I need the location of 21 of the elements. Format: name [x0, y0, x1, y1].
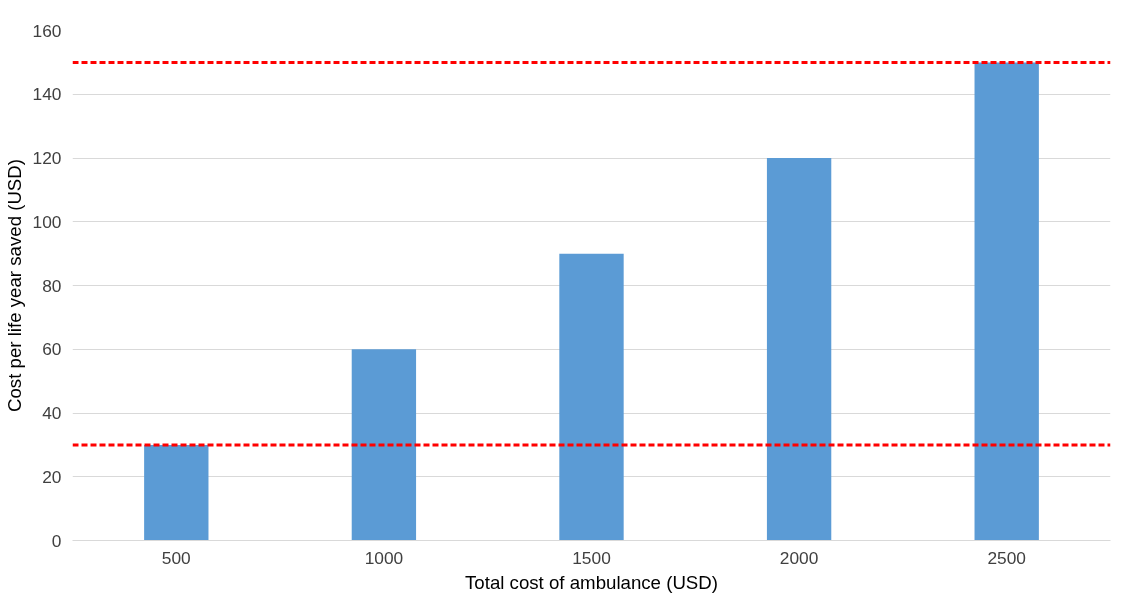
bar: [766, 158, 832, 541]
bar: [559, 253, 624, 541]
y-tick-label: 60: [42, 339, 62, 360]
y-tick-label: 20: [42, 466, 62, 487]
x-tick-label: 1000: [364, 547, 404, 568]
x-tick-label: 1500: [572, 547, 611, 568]
y-tick-label: 120: [32, 148, 62, 168]
x-tick-label: 2000: [779, 547, 819, 568]
x-tick-label: 500: [161, 547, 191, 568]
y-tick-label: 100: [32, 211, 62, 232]
bar: [144, 444, 209, 541]
y-tick-label: 160: [32, 20, 62, 41]
x-tick-label: 2500: [987, 547, 1026, 568]
x-axis-title: Total cost of ambulance (USD): [465, 571, 718, 593]
bar: [974, 62, 1039, 541]
y-tick-label: 40: [42, 403, 62, 423]
y-tick-label: 140: [32, 84, 62, 105]
y-tick-label: 80: [42, 275, 62, 296]
bar: [351, 349, 417, 541]
y-axis-title: Cost per life year saved (USD): [3, 159, 25, 412]
y-tick-label: 0: [51, 530, 62, 551]
